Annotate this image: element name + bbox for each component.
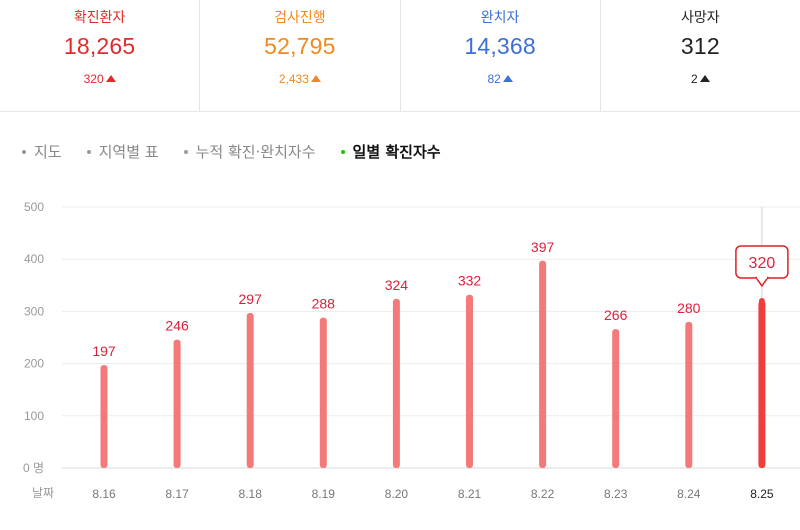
delta-number: 82 [487,72,501,86]
y-tick-label: 0 명 [23,461,44,475]
stat-confirmed: 확진환자 18,265 320 [0,0,199,111]
tab-daily-confirmed[interactable]: 일별 확진자수 [340,141,441,162]
x-tick-label: 8.22 [531,487,555,501]
highlight-point [758,297,765,304]
up-arrow-icon [310,75,321,82]
bar [758,300,766,468]
tab-region-table[interactable]: 지역별 표 [86,141,159,162]
stat-delta: 320 [0,72,199,86]
data-label: 332 [458,273,482,289]
tab-cumulative[interactable]: 누적 확진·완치자수 [183,141,316,162]
x-tick-label: 8.21 [458,487,482,501]
tab-label: 누적 확진·완치자수 [195,143,316,161]
y-tick-label: 200 [24,357,44,371]
bar [173,339,181,468]
up-arrow-icon [105,75,116,82]
stat-label: 완치자 [480,10,520,26]
bullet-icon [86,149,91,154]
tooltip-pointer [755,276,769,287]
stat-deaths: 사망자 312 2 [599,0,800,111]
bullet-icon [340,149,345,154]
y-tick-label: 300 [24,304,44,318]
x-tick-label: 8.20 [385,487,409,501]
data-label: 397 [531,239,555,255]
y-tick-label: 100 [24,409,44,423]
x-tick-label: 8.25 [750,487,774,501]
bar [685,321,693,468]
stat-value: 52,795 [264,33,336,59]
stats-summary: 확진환자 18,265 320 검사진행 52,795 2,433 완치자 14… [0,0,800,112]
bar [246,312,254,468]
tab-label: 지도 [34,143,62,161]
bar [392,298,400,468]
x-axis-label: 날짜 [32,486,54,500]
tab-map[interactable]: 지도 [22,141,62,162]
bullet-icon [22,149,26,154]
stat-value: 14,368 [464,33,536,59]
data-label: 246 [165,318,189,334]
bar [100,365,108,468]
delta-number: 2,433 [278,72,309,86]
chart-tabs: 지도 지역별 표 누적 확진·완치자수 일별 확진자수 [22,141,466,162]
up-arrow-icon [502,75,513,82]
data-label: 297 [239,291,263,307]
bar [466,294,473,468]
y-tick-label: 500 [24,200,44,214]
bar [612,329,620,468]
delta-number: 320 [83,72,104,86]
data-label: 280 [677,300,701,316]
x-tick-label: 8.19 [312,487,336,501]
x-tick-label: 8.17 [165,487,189,501]
stat-delta: 2 [601,72,800,86]
delta-number: 2 [691,72,698,86]
x-tick-label: 8.18 [239,487,263,501]
stat-value: 312 [680,33,720,59]
stat-recovered: 완치자 14,368 82 [399,0,600,111]
stat-label: 확진환자 [73,10,126,26]
x-tick-label: 8.23 [604,487,628,501]
up-arrow-icon [699,75,710,82]
daily-confirmed-chart: 0 명 100 200 300 400 500 날짜 8.16 197 8.17 246 8.18 29… [23,200,800,501]
bar [539,260,547,468]
data-label: 197 [92,343,116,359]
stat-delta: 2,433 [200,72,399,86]
data-label: 320 [749,255,776,272]
tab-label: 지역별 표 [98,143,159,161]
stat-delta: 82 [401,72,600,86]
y-tick-label: 400 [24,252,44,266]
x-tick-label: 8.24 [677,487,701,501]
bullet-icon [183,149,188,154]
x-tick-label: 8.16 [92,487,116,501]
stat-testing: 검사진행 52,795 2,433 [199,0,399,111]
bar [319,317,327,468]
data-label: 324 [385,277,409,293]
data-label: 266 [604,307,628,323]
tab-label: 일별 확진자수 [352,143,441,161]
data-label: 288 [312,296,336,312]
stat-label: 검사진행 [274,10,326,26]
stat-label: 사망자 [681,10,720,26]
stat-value: 18,265 [63,33,136,59]
